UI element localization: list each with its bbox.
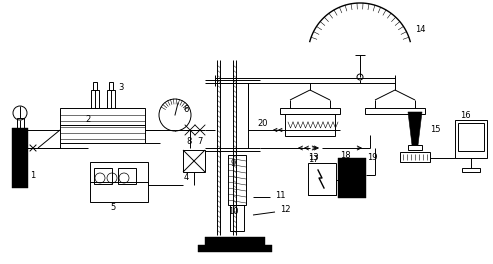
Bar bbox=[455, 120, 487, 158]
Text: 17: 17 bbox=[308, 155, 318, 164]
Bar bbox=[90, 162, 148, 202]
Bar bbox=[365, 108, 425, 114]
Bar bbox=[400, 152, 430, 162]
Text: 3: 3 bbox=[118, 83, 123, 92]
Text: 6: 6 bbox=[183, 106, 188, 115]
Text: 5: 5 bbox=[110, 204, 116, 213]
Text: 13: 13 bbox=[308, 153, 318, 163]
Text: 14: 14 bbox=[415, 26, 425, 35]
Bar bbox=[285, 114, 335, 136]
Bar bbox=[60, 108, 145, 143]
Bar bbox=[17, 118, 24, 130]
Polygon shape bbox=[408, 112, 422, 145]
Bar bbox=[12, 128, 28, 188]
Bar bbox=[205, 237, 265, 245]
Text: 9: 9 bbox=[230, 158, 236, 167]
Bar bbox=[93, 82, 97, 90]
Text: 12: 12 bbox=[280, 205, 290, 214]
Bar bbox=[230, 205, 244, 231]
Bar bbox=[183, 150, 205, 172]
Bar bbox=[308, 163, 336, 195]
Text: 2: 2 bbox=[85, 116, 91, 125]
Bar bbox=[458, 123, 484, 151]
Text: 16: 16 bbox=[460, 111, 471, 120]
Text: 20: 20 bbox=[257, 119, 268, 128]
Text: 4: 4 bbox=[184, 173, 189, 182]
Bar bbox=[118, 168, 136, 184]
Bar bbox=[228, 155, 246, 205]
Bar bbox=[198, 245, 272, 252]
Bar bbox=[338, 158, 366, 198]
Bar bbox=[462, 168, 480, 172]
Text: 11: 11 bbox=[275, 191, 285, 200]
Text: 18: 18 bbox=[340, 150, 351, 159]
Text: 8: 8 bbox=[186, 138, 191, 147]
Text: 7: 7 bbox=[197, 138, 202, 147]
Bar bbox=[94, 168, 112, 184]
Text: 15: 15 bbox=[430, 125, 441, 134]
Bar bbox=[109, 82, 113, 90]
Bar bbox=[91, 90, 99, 108]
Bar bbox=[107, 90, 115, 108]
Text: 1: 1 bbox=[30, 171, 35, 180]
Bar bbox=[408, 145, 422, 150]
Bar bbox=[280, 108, 340, 114]
Text: 10: 10 bbox=[228, 208, 238, 216]
Text: 19: 19 bbox=[367, 153, 378, 163]
